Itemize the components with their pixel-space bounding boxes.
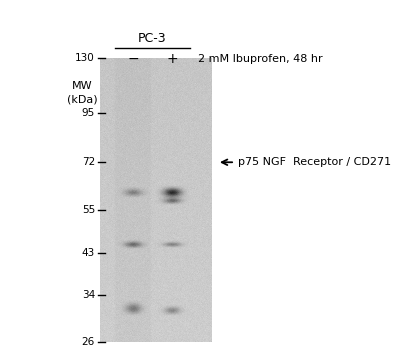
Text: −: −	[127, 52, 139, 66]
Text: 95: 95	[82, 108, 95, 118]
Text: 43: 43	[82, 248, 95, 258]
Text: 55: 55	[82, 205, 95, 215]
Text: 72: 72	[82, 157, 95, 167]
Text: +: +	[166, 52, 178, 66]
Text: PC-3: PC-3	[138, 32, 167, 45]
Text: MW: MW	[72, 81, 92, 91]
Text: (kDa): (kDa)	[67, 95, 97, 105]
Text: p75 NGF  Receptor / CD271: p75 NGF Receptor / CD271	[238, 157, 391, 167]
Text: 130: 130	[75, 53, 95, 63]
Text: 2 mM Ibuprofen, 48 hr: 2 mM Ibuprofen, 48 hr	[198, 54, 323, 64]
Text: 26: 26	[82, 337, 95, 347]
Text: 34: 34	[82, 290, 95, 300]
